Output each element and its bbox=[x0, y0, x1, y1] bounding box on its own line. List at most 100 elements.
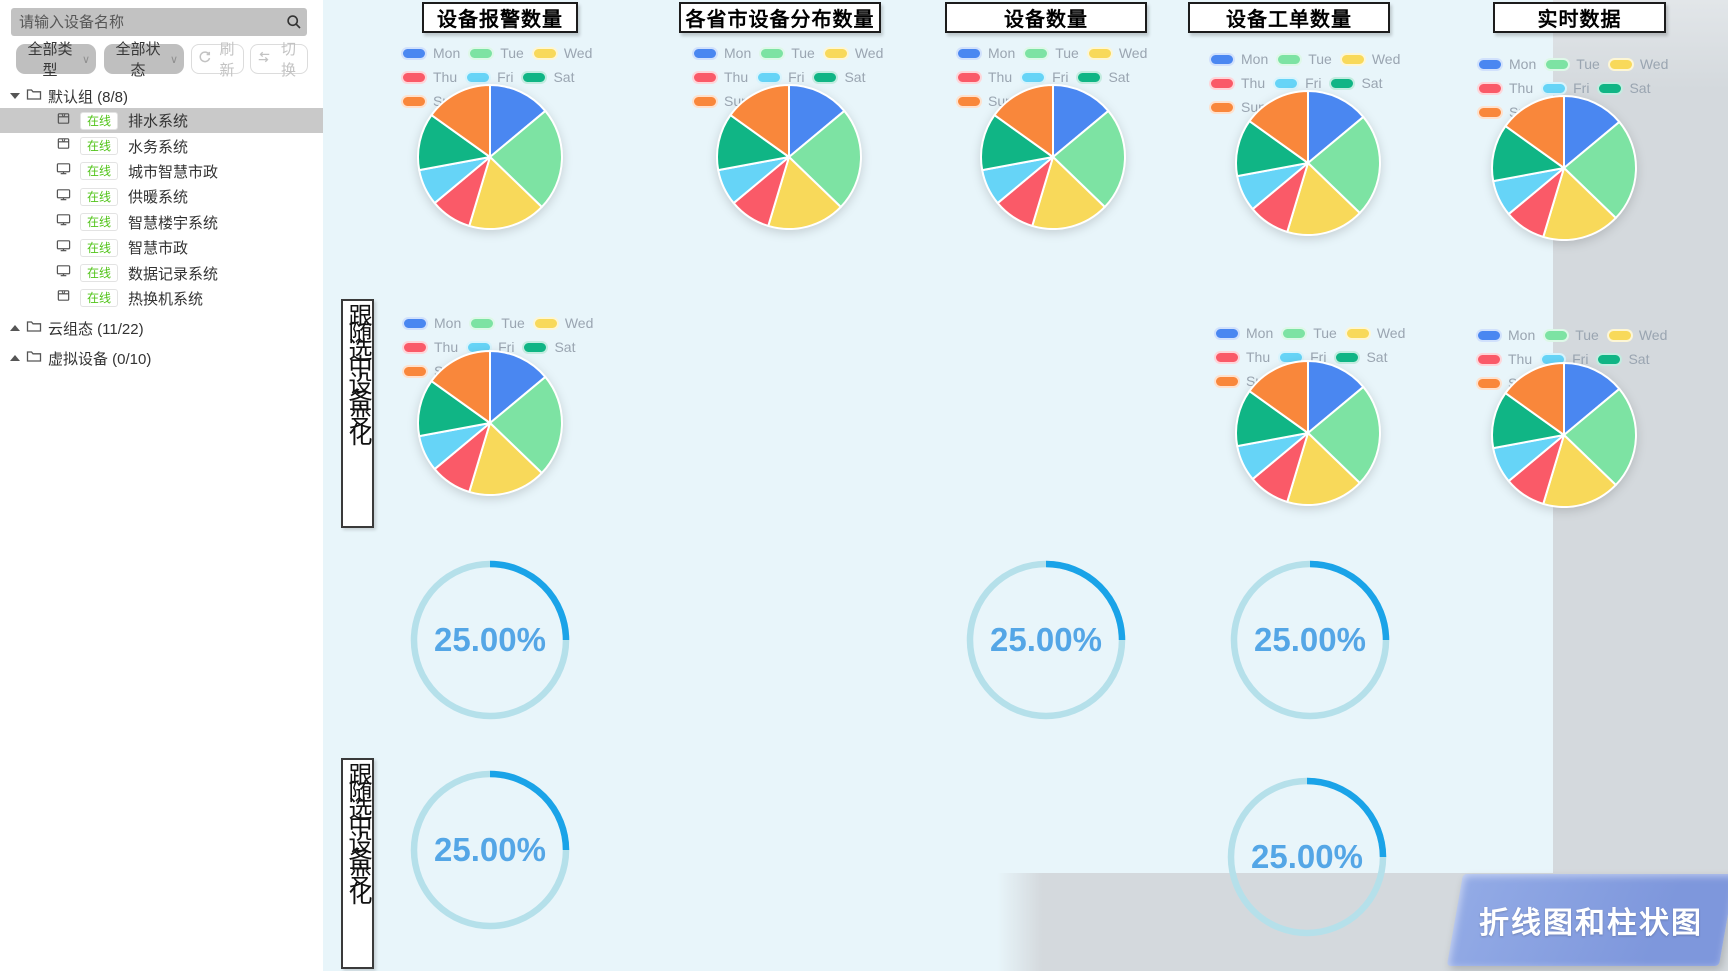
legend-item-Tue[interactable]: Tue bbox=[1023, 45, 1079, 61]
pie-slice-Tue[interactable] bbox=[788, 109, 862, 208]
tree-item-热换机系统[interactable]: 在线 热换机系统 bbox=[0, 286, 323, 311]
legend-item-Sat[interactable]: Sat bbox=[1334, 349, 1387, 365]
legend-item-Wed[interactable]: Wed bbox=[1607, 56, 1668, 72]
legend-item-Tue[interactable]: Tue bbox=[759, 45, 815, 61]
pie-slice-Mon[interactable] bbox=[489, 350, 547, 424]
legend-item-Mon[interactable]: Mon bbox=[402, 315, 461, 331]
pie-slice-Sat[interactable] bbox=[1491, 125, 1565, 183]
pie-slice-Wed[interactable] bbox=[1286, 432, 1361, 506]
tree-item-智慧市政[interactable]: 在线 智慧市政 bbox=[0, 235, 323, 260]
legend-item-Mon[interactable]: Mon bbox=[1214, 325, 1273, 341]
pie-slice-Sun[interactable] bbox=[993, 84, 1054, 158]
switch-button[interactable]: 切换 bbox=[250, 41, 308, 79]
pie-slice-Tue[interactable] bbox=[489, 375, 563, 474]
pie-slice-Sat[interactable] bbox=[1235, 390, 1309, 448]
legend-item-Wed[interactable]: Wed bbox=[531, 45, 592, 61]
legend-item-Sat[interactable]: Sat bbox=[1596, 351, 1649, 367]
refresh-button[interactable]: 刷新 bbox=[191, 41, 244, 79]
legend-item-Thu[interactable]: Thu bbox=[1476, 351, 1532, 367]
legend-item-Sat[interactable]: Sat bbox=[521, 69, 574, 85]
legend-item-Wed[interactable]: Wed bbox=[1086, 45, 1147, 61]
pie-chart-8[interactable] bbox=[1488, 359, 1640, 516]
pie-chart-2[interactable] bbox=[713, 81, 865, 238]
pie-slice-Sat[interactable] bbox=[1235, 120, 1309, 178]
pie-slice-Sat[interactable] bbox=[417, 114, 491, 172]
pie-slice-Wed[interactable] bbox=[1286, 162, 1361, 236]
pie-chart-6[interactable] bbox=[414, 347, 566, 504]
pie-slice-Sun[interactable] bbox=[1248, 360, 1309, 434]
pie-chart-5[interactable] bbox=[1488, 92, 1640, 249]
caret-up-icon[interactable] bbox=[10, 355, 26, 362]
pie-slice-Mon[interactable] bbox=[788, 84, 846, 158]
legend-item-Fri[interactable]: Fri bbox=[1541, 80, 1589, 96]
legend-item-Mon[interactable]: Mon bbox=[401, 45, 460, 61]
pie-slice-Wed[interactable] bbox=[468, 422, 543, 496]
legend-item-Wed[interactable]: Wed bbox=[1339, 51, 1400, 67]
pie-slice-Sun[interactable] bbox=[430, 84, 491, 158]
legend-item-Tue[interactable]: Tue bbox=[1276, 51, 1332, 67]
pie-slice-Tue[interactable] bbox=[1307, 385, 1381, 484]
legend-item-Fri[interactable]: Fri bbox=[465, 69, 513, 85]
pie-slice-Sun[interactable] bbox=[729, 84, 790, 158]
legend-item-Tue[interactable]: Tue bbox=[1281, 325, 1337, 341]
pie-slice-Mon[interactable] bbox=[1563, 95, 1621, 169]
pie-slice-Mon[interactable] bbox=[1563, 362, 1621, 436]
pie-slice-Sat[interactable] bbox=[980, 114, 1054, 172]
legend-item-Tue[interactable]: Tue bbox=[469, 315, 525, 331]
legend-item-Wed[interactable]: Wed bbox=[822, 45, 883, 61]
legend-item-Fri[interactable]: Fri bbox=[1020, 69, 1068, 85]
legend-item-Sat[interactable]: Sat bbox=[812, 69, 865, 85]
legend-item-Thu[interactable]: Thu bbox=[1477, 80, 1533, 96]
tree-item-供暖系统[interactable]: 在线 供暖系统 bbox=[0, 184, 323, 209]
legend-item-Sat[interactable]: Sat bbox=[1597, 80, 1650, 96]
pie-slice-Sun[interactable] bbox=[1248, 90, 1309, 164]
legend-item-Mon[interactable]: Mon bbox=[1476, 327, 1535, 343]
pie-slice-Tue[interactable] bbox=[489, 109, 563, 208]
tree-item-数据记录系统[interactable]: 在线 数据记录系统 bbox=[0, 260, 323, 285]
legend-item-Mon[interactable]: Mon bbox=[1477, 56, 1536, 72]
legend-item-Sat[interactable]: Sat bbox=[1076, 69, 1129, 85]
tree-group-云组态[interactable]: 云组态 (11/22) bbox=[0, 315, 323, 341]
legend-item-Thu[interactable]: Thu bbox=[401, 69, 457, 85]
pie-slice-Sun[interactable] bbox=[1504, 95, 1565, 169]
caret-up-icon[interactable] bbox=[10, 325, 26, 332]
legend-item-Wed[interactable]: Wed bbox=[532, 315, 593, 331]
legend-item-Mon[interactable]: Mon bbox=[956, 45, 1015, 61]
line-bar-chart-banner[interactable]: 折线图和柱状图 bbox=[1446, 874, 1728, 966]
tree-group-虚拟设备[interactable]: 虚拟设备 (0/10) bbox=[0, 345, 323, 371]
pie-slice-Tue[interactable] bbox=[1052, 109, 1126, 208]
legend-item-Sat[interactable]: Sat bbox=[1329, 75, 1382, 91]
pie-slice-Sun[interactable] bbox=[1504, 362, 1565, 436]
pie-slice-Mon[interactable] bbox=[1307, 90, 1365, 164]
legend-item-Thu[interactable]: Thu bbox=[1209, 75, 1265, 91]
tree-item-智慧楼宇系统[interactable]: 在线 智慧楼宇系统 bbox=[0, 210, 323, 235]
legend-item-Tue[interactable]: Tue bbox=[1543, 327, 1599, 343]
search-icon[interactable] bbox=[281, 14, 307, 30]
legend-item-Thu[interactable]: Thu bbox=[956, 69, 1012, 85]
pie-chart-3[interactable] bbox=[977, 81, 1129, 238]
legend-item-Sat[interactable]: Sat bbox=[522, 339, 575, 355]
pie-slice-Wed[interactable] bbox=[1542, 167, 1617, 241]
legend-item-Fri[interactable]: Fri bbox=[1273, 75, 1321, 91]
legend-item-Thu[interactable]: Thu bbox=[692, 69, 748, 85]
pie-chart-1[interactable] bbox=[414, 81, 566, 238]
pie-slice-Wed[interactable] bbox=[767, 156, 842, 230]
pie-slice-Wed[interactable] bbox=[468, 156, 543, 230]
legend-item-Wed[interactable]: Wed bbox=[1344, 325, 1405, 341]
pie-slice-Wed[interactable] bbox=[1542, 434, 1617, 508]
pie-slice-Sun[interactable] bbox=[430, 350, 491, 424]
pie-slice-Mon[interactable] bbox=[1052, 84, 1110, 158]
legend-item-Tue[interactable]: Tue bbox=[468, 45, 524, 61]
pie-slice-Sat[interactable] bbox=[417, 380, 491, 438]
legend-item-Wed[interactable]: Wed bbox=[1606, 327, 1667, 343]
caret-down-icon[interactable] bbox=[10, 93, 26, 99]
tree-group-默认组[interactable]: 默认组 (8/8) bbox=[0, 84, 323, 108]
pie-slice-Wed[interactable] bbox=[1031, 156, 1106, 230]
legend-item-Thu[interactable]: Thu bbox=[1214, 349, 1270, 365]
legend-item-Thu[interactable]: Thu bbox=[402, 339, 458, 355]
search-input[interactable] bbox=[11, 8, 281, 36]
pie-chart-4[interactable] bbox=[1232, 87, 1384, 244]
legend-item-Fri[interactable]: Fri bbox=[756, 69, 804, 85]
legend-item-Mon[interactable]: Mon bbox=[692, 45, 751, 61]
pie-slice-Sat[interactable] bbox=[716, 114, 790, 172]
